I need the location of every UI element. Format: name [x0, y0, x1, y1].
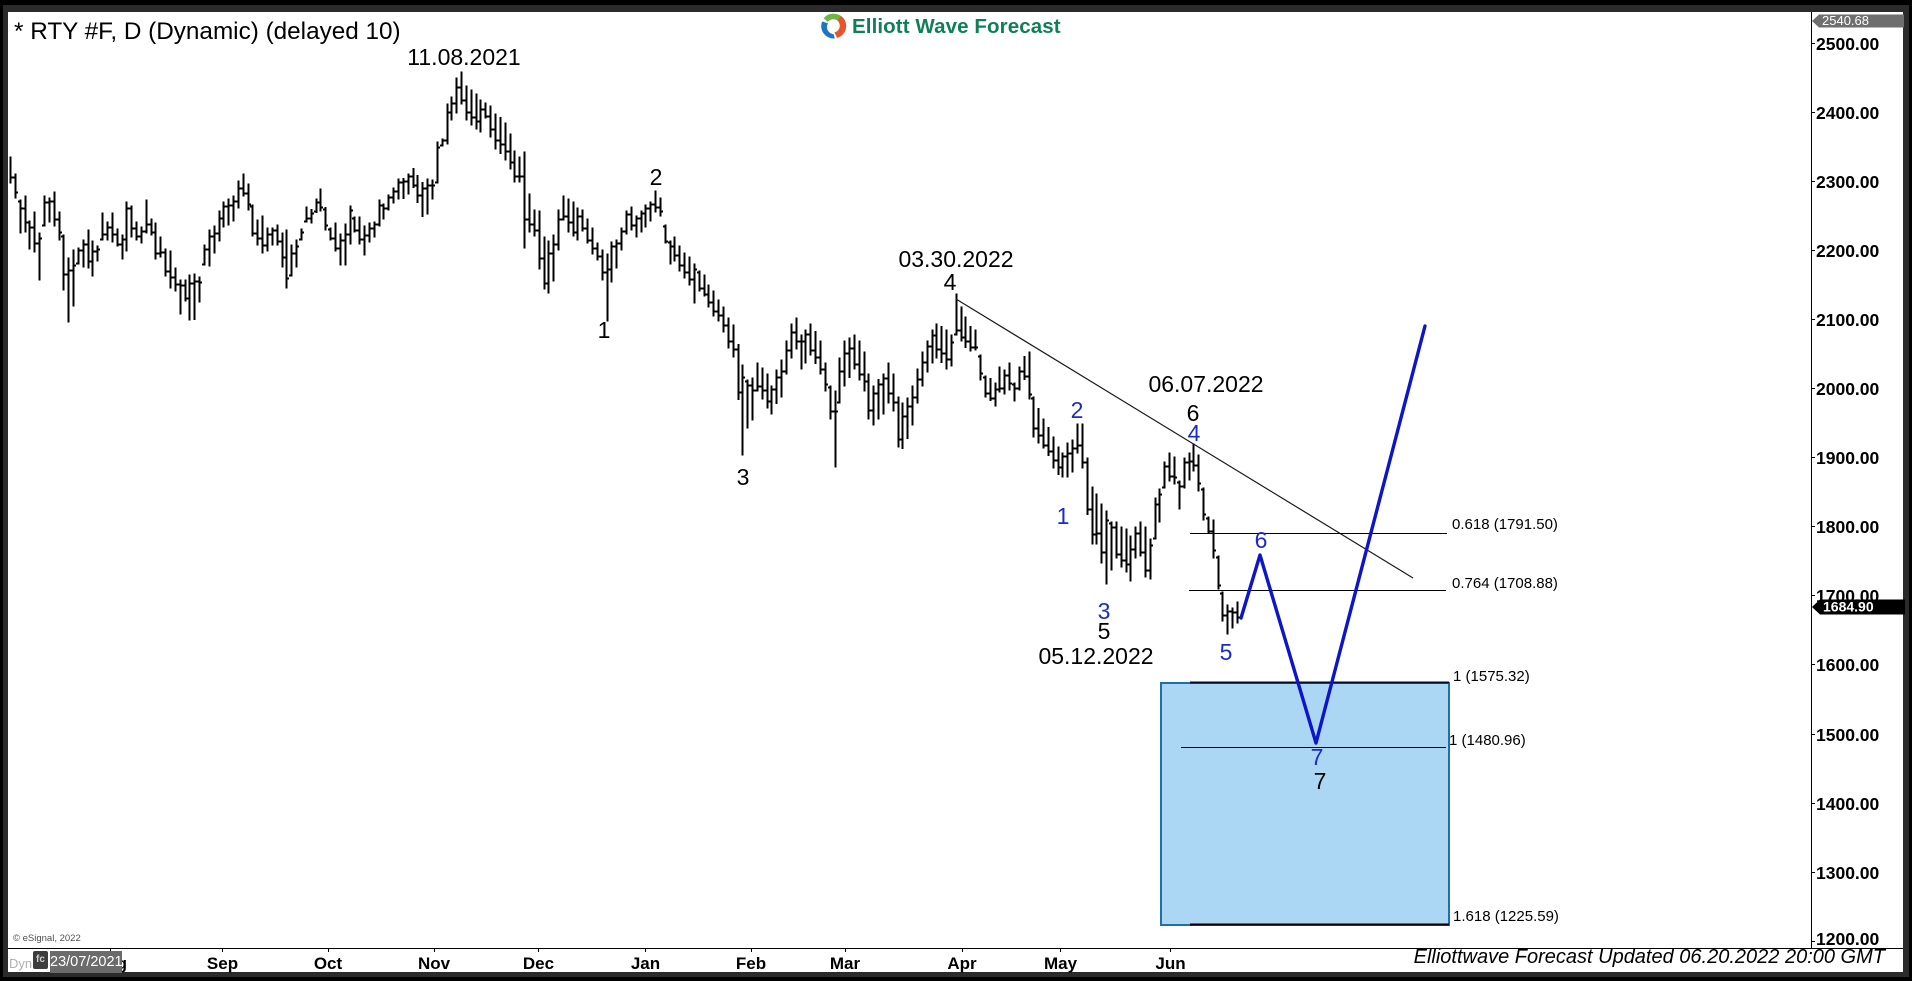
svg-text:2540.68: 2540.68: [1822, 14, 1869, 28]
svg-text:1684.90: 1684.90: [1823, 599, 1874, 615]
